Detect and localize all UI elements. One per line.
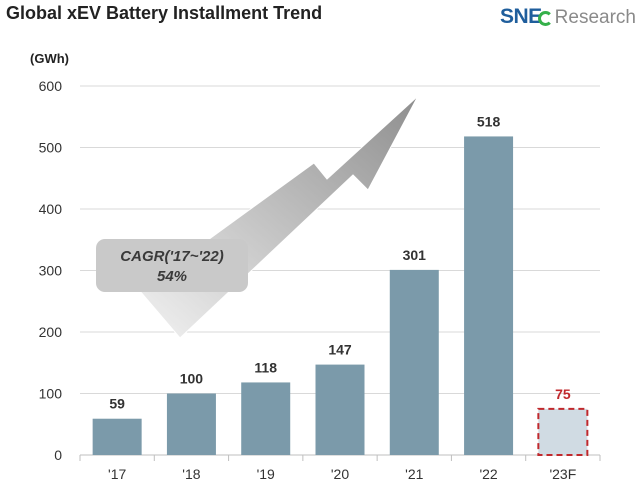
logo-sne-text: SNE [499, 5, 542, 28]
growth-arrow-icon [138, 95, 419, 339]
x-tick-label: '18 [182, 466, 200, 480]
bar [241, 382, 291, 455]
bar [315, 364, 365, 455]
data-label: 75 [555, 386, 571, 402]
y-tick-label: 600 [39, 78, 63, 94]
cagr-callout-title: CAGR('17~'22) [120, 248, 223, 265]
bar [166, 393, 216, 455]
y-tick-label: 0 [54, 447, 62, 463]
data-label: 59 [109, 396, 125, 412]
x-tick-label: '19 [257, 466, 275, 480]
data-label: 518 [477, 113, 501, 129]
cagr-callout-box [96, 239, 248, 292]
sne-research-logo: SNE Research [500, 3, 636, 29]
data-label: 147 [328, 342, 352, 358]
y-tick-label: 100 [39, 386, 63, 402]
x-tick-label: '21 [405, 466, 423, 480]
bar [389, 269, 439, 455]
data-label: 301 [403, 247, 427, 263]
y-tick-label: 400 [39, 201, 63, 217]
y-tick-label: 200 [39, 324, 63, 340]
data-label: 118 [254, 359, 277, 375]
logo-swoosh-icon [537, 11, 553, 26]
x-tick-label: '20 [331, 466, 349, 480]
forecast-bar [537, 407, 589, 456]
data-label: 100 [180, 371, 204, 387]
x-tick-label: '23F [549, 466, 576, 480]
x-tick-label: '22 [479, 466, 497, 480]
cagr-callout-value: 54% [157, 268, 187, 285]
y-axis-unit-label: (GWh) [30, 51, 69, 66]
y-tick-label: 300 [39, 263, 63, 279]
chart-title: Global xEV Battery Installment Trend [6, 3, 323, 23]
bar [92, 418, 142, 455]
logo-research-text: Research [554, 7, 636, 28]
bar [464, 136, 514, 455]
x-tick-label: '17 [108, 466, 126, 480]
y-tick-label: 500 [39, 140, 63, 156]
